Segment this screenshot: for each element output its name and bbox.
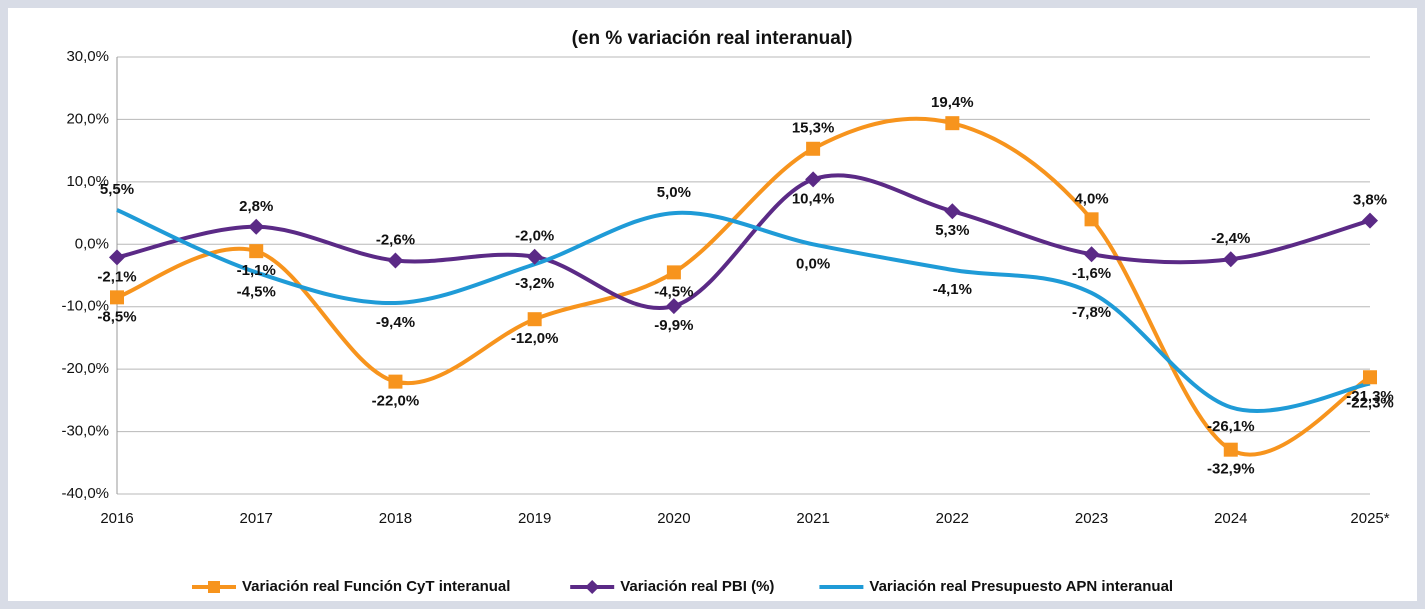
data-label: -8,5% (97, 308, 136, 325)
data-label: -2,4% (1211, 230, 1250, 247)
data-label: -3,2% (515, 275, 554, 292)
data-label: -21,3% (1346, 388, 1394, 405)
y-tick-label: -40,0% (61, 485, 109, 502)
data-label: -2,0% (515, 228, 554, 245)
marker (527, 312, 542, 327)
x-tick-label: 2017 (240, 510, 273, 527)
data-label: -9,9% (654, 317, 693, 334)
series-line (116, 116, 1372, 457)
marker (249, 244, 264, 259)
data-label: -32,9% (1207, 461, 1255, 478)
legend-label: Variación real PBI (%) (620, 578, 774, 595)
legend-label: Variación real Presupuesto APN interanua… (869, 578, 1173, 595)
x-tick-label: 2025* (1350, 510, 1389, 527)
data-label: -4,5% (654, 283, 693, 300)
marker (1362, 212, 1378, 229)
x-tick-label: 2019 (518, 510, 551, 527)
marker (1223, 442, 1238, 457)
legend-marker (208, 581, 220, 593)
data-label: -4,1% (933, 281, 972, 298)
marker (945, 116, 960, 131)
data-label: 19,4% (931, 94, 974, 111)
data-label: -9,4% (376, 314, 415, 331)
y-tick-label: -30,0% (61, 423, 109, 440)
marker (1363, 370, 1377, 385)
data-label: 2,8% (239, 198, 273, 215)
data-label: 3,8% (1353, 192, 1387, 209)
x-tick-label: 2022 (936, 510, 969, 527)
marker (805, 171, 822, 188)
marker (665, 298, 682, 315)
x-tick-label: 2020 (657, 510, 690, 527)
marker (248, 218, 265, 235)
legend-marker (585, 580, 600, 594)
data-label: -4,5% (237, 283, 276, 300)
marker (806, 141, 821, 156)
marker (526, 248, 543, 265)
data-label: -2,6% (376, 231, 415, 248)
marker (109, 249, 125, 266)
x-tick-label: 2023 (1075, 510, 1108, 527)
marker (1222, 251, 1239, 268)
x-tick-label: 2024 (1214, 510, 1247, 527)
data-label: -1,1% (237, 262, 276, 279)
y-tick-label: 10,0% (66, 173, 109, 190)
data-label: -12,0% (511, 330, 559, 347)
data-label: -2,1% (97, 268, 136, 285)
data-label: 4,0% (1074, 190, 1108, 207)
x-tick-label: 2018 (379, 510, 412, 527)
x-tick-label: 2021 (796, 510, 829, 527)
y-tick-label: -10,0% (61, 298, 109, 315)
marker (944, 203, 961, 220)
marker (110, 290, 124, 305)
y-tick-label: 20,0% (66, 110, 109, 127)
data-label: 5,0% (657, 184, 691, 201)
y-tick-label: -20,0% (61, 360, 109, 377)
series-line (116, 173, 1371, 310)
chart-title: (en % variación real interanual) (572, 28, 853, 49)
data-label: 10,4% (792, 190, 835, 207)
marker (666, 265, 681, 280)
y-tick-label: 30,0% (66, 48, 109, 65)
series-line (116, 208, 1371, 413)
x-tick-label: 2016 (100, 510, 133, 527)
data-label: 0,0% (796, 255, 830, 272)
data-label: -1,6% (1072, 265, 1111, 282)
data-label: -7,8% (1072, 304, 1111, 321)
y-tick-label: 0,0% (75, 235, 109, 252)
data-label: 5,5% (100, 181, 134, 198)
marker (1084, 212, 1099, 227)
data-label: -26,1% (1207, 418, 1255, 435)
data-label: -22,0% (372, 393, 420, 410)
marker (1083, 246, 1100, 263)
data-label: -22,3% (1346, 394, 1394, 411)
marker (387, 252, 404, 269)
data-label: 15,3% (792, 120, 835, 137)
chart-background (8, 8, 1417, 601)
marker (388, 374, 403, 389)
legend-label: Variación real Función CyT interanual (242, 578, 510, 595)
data-label: 5,3% (935, 222, 969, 239)
